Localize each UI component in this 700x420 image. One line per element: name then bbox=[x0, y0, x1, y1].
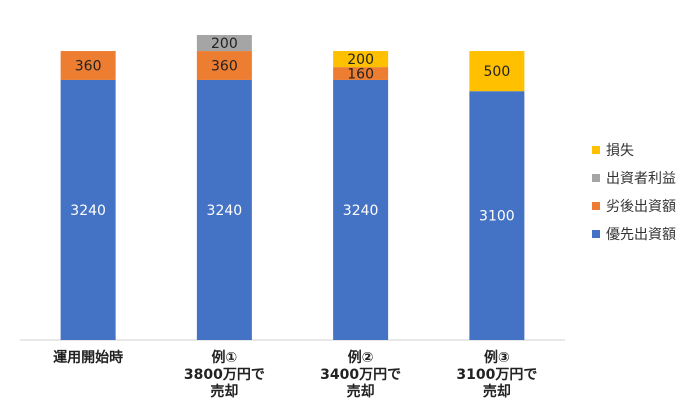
bar-segment bbox=[333, 67, 389, 80]
data-label: 360 bbox=[75, 59, 102, 75]
data-label: 3240 bbox=[207, 203, 243, 219]
x-tick-label: 例② bbox=[348, 349, 374, 366]
x-tick-label: 売却 bbox=[483, 383, 511, 400]
bar-segment bbox=[333, 79, 389, 341]
x-tick-label: 例③ bbox=[484, 349, 510, 366]
x-tick-label: 例① bbox=[211, 349, 237, 366]
bar-segment bbox=[60, 79, 116, 341]
bar-segment bbox=[196, 51, 252, 80]
bar-segment bbox=[60, 51, 116, 80]
data-label: 360 bbox=[211, 59, 238, 75]
data-label: 3100 bbox=[479, 209, 515, 225]
legend-label: 損失 bbox=[606, 143, 634, 159]
legend-swatch bbox=[592, 174, 600, 182]
legend-swatch bbox=[592, 202, 600, 210]
legend-label: 劣後出資額 bbox=[606, 199, 676, 215]
bar-segment bbox=[469, 51, 525, 92]
data-label: 200 bbox=[347, 52, 374, 68]
legend-swatch bbox=[592, 146, 600, 154]
bar-segment bbox=[469, 91, 525, 341]
data-label: 3240 bbox=[70, 203, 106, 219]
data-label: 200 bbox=[211, 36, 238, 52]
x-tick-label: 3800万円で bbox=[184, 367, 265, 383]
legend-label: 出資者利益 bbox=[606, 171, 676, 187]
bar-segment bbox=[333, 51, 389, 68]
bar-segment bbox=[196, 79, 252, 341]
x-tick-label: 3400万円で bbox=[320, 367, 401, 383]
bar-segment bbox=[196, 35, 252, 52]
data-label: 500 bbox=[484, 64, 511, 80]
x-tick-label: 運用開始時 bbox=[53, 349, 123, 366]
data-label: 3240 bbox=[343, 203, 379, 219]
x-tick-label: 売却 bbox=[347, 383, 375, 400]
x-tick-label: 3100万円で bbox=[456, 367, 537, 383]
data-label: 160 bbox=[347, 67, 374, 83]
legend-swatch bbox=[592, 230, 600, 238]
x-tick-label: 売却 bbox=[210, 383, 238, 400]
legend-label: 優先出資額 bbox=[606, 227, 676, 243]
